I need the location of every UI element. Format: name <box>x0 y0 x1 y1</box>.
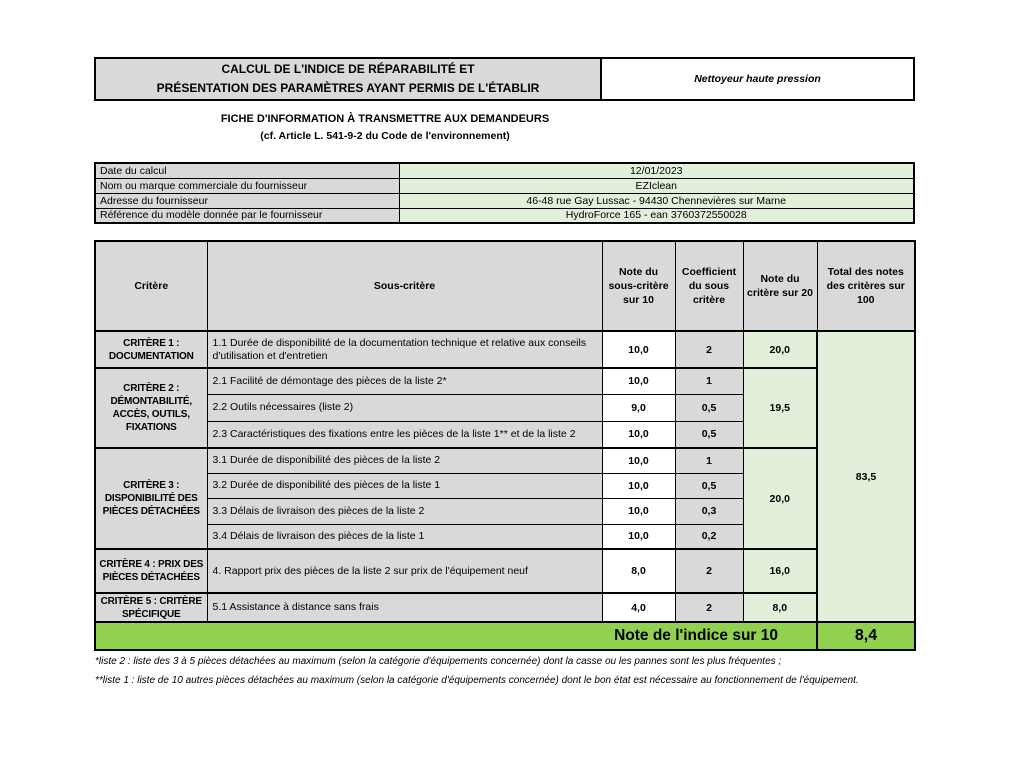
subcriterion-score: 9,0 <box>601 393 676 422</box>
info-value: EZIclean <box>398 177 915 194</box>
subcriterion-label: 3.2 Durée de disponibilité des pièces de… <box>206 472 603 499</box>
header-total: Total des notes des critères sur 100 <box>816 240 916 332</box>
subcriterion-coefficient: 0,5 <box>674 472 744 499</box>
subcriterion-score: 10,0 <box>601 523 676 550</box>
total-score: 83,5 <box>816 330 916 623</box>
product-category: Nettoyeur haute pression <box>602 59 913 99</box>
subcriterion-score: 10,0 <box>601 447 676 474</box>
subcriterion-coefficient: 2 <box>674 548 744 594</box>
header-note-critere: Note du critère sur 20 <box>742 240 818 332</box>
info-label: Adresse du fournisseur <box>94 192 400 209</box>
subcriterion-coefficient: 0,3 <box>674 497 744 525</box>
table-row: CRITÈRE 1 : DOCUMENTATION 1.1 Durée de d… <box>94 330 916 623</box>
table-row: CRITÈRE 2 : DÉMONTABILITÉ, ACCÈS, OUTILS… <box>94 367 915 449</box>
subcriterion-score: 10,0 <box>601 497 676 525</box>
subcriterion-label: 2.2 Outils nécessaires (liste 2) <box>206 393 603 422</box>
subtitle: FICHE D'INFORMATION À TRANSMETTRE AUX DE… <box>95 111 675 145</box>
index-score-value: 8,4 <box>816 621 916 651</box>
criterion-label: CRITÈRE 4 : PRIX DES PIÈCES DÉTACHÉES <box>94 548 208 594</box>
index-score-row: Note de l'indice sur 10 8,4 <box>94 621 916 651</box>
table-row: CRITÈRE 3 : DISPONIBILITÉ DES PIÈCES DÉT… <box>94 447 915 550</box>
subcriterion-label: 2.3 Caractéristiques des fixations entre… <box>206 420 603 449</box>
subcriterion-label: 2.1 Facilité de démontage des pièces de … <box>206 367 603 395</box>
index-score-label: Note de l'indice sur 10 <box>94 621 818 651</box>
score-table-header-row: Critère Sous-critère Note du sous-critèr… <box>94 240 916 332</box>
subcriterion-label: 3.4 Délais de livraison des pièces de la… <box>206 523 603 550</box>
info-label: Référence du modèle donnée par le fourni… <box>94 207 400 224</box>
score-table: Critère Sous-critère Note du sous-critèr… <box>94 240 916 651</box>
title-block: CALCUL DE L'INDICE DE RÉPARABILITÉ ET PR… <box>94 57 915 101</box>
table-row: 3.4 Délais de livraison des pièces de la… <box>95 523 915 550</box>
info-value: 46-48 rue Gay Lussac - 94430 Chennevière… <box>398 192 915 209</box>
subtitle-line-2: (cf. Article L. 541-9-2 du Code de l'env… <box>260 130 510 142</box>
header-coefficient: Coefficient du sous critère <box>674 240 744 332</box>
info-row: Référence du modèle donnée par le fourni… <box>94 207 915 224</box>
subcriterion-coefficient: 1 <box>674 447 744 474</box>
info-row: Adresse du fournisseur 46-48 rue Gay Lus… <box>94 192 915 209</box>
footnote-liste-1: **liste 1 : liste de 10 autres pièces dé… <box>95 674 859 686</box>
table-row: 3.3 Délais de livraison des pièces de la… <box>95 497 915 525</box>
subcriterion-coefficient: 2 <box>674 592 744 623</box>
header-sous-critere: Sous-critère <box>206 240 603 332</box>
subcriterion-label: 5.1 Assistance à distance sans frais <box>206 592 603 623</box>
info-row: Date du calcul 12/01/2023 <box>94 162 915 179</box>
subcriterion-coefficient: 2 <box>674 330 744 369</box>
info-value: HydroForce 165 - ean 3760372550028 <box>398 207 915 224</box>
criterion-score: 20,0 <box>742 330 818 369</box>
info-row: Nom ou marque commerciale du fournisseur… <box>94 177 915 194</box>
subcriterion-label: 3.3 Délais de livraison des pièces de la… <box>206 497 603 525</box>
criterion-score: 16,0 <box>742 548 818 594</box>
header-note-sous-critere: Note du sous-critère sur 10 <box>601 240 676 332</box>
title-line-2: PRÉSENTATION DES PARAMÈTRES AYANT PERMIS… <box>156 81 540 95</box>
subtitle-line-1: FICHE D'INFORMATION À TRANSMETTRE AUX DE… <box>220 113 550 125</box>
subcriterion-score: 4,0 <box>601 592 676 623</box>
info-label: Nom ou marque commerciale du fournisseur <box>94 177 400 194</box>
title-line-1: CALCUL DE L'INDICE DE RÉPARABILITÉ ET <box>221 62 475 76</box>
subcriterion-coefficient: 0,5 <box>674 393 744 422</box>
criterion-score: 19,5 <box>742 367 818 449</box>
info-label: Date du calcul <box>94 162 400 179</box>
supplier-info-table: Date du calcul 12/01/2023 Nom ou marque … <box>94 162 915 224</box>
subcriterion-label: 4. Rapport prix des pièces de la liste 2… <box>206 548 603 594</box>
footnotes: *liste 2 : liste des 3 à 5 pièces détach… <box>95 653 919 690</box>
table-row: 2.2 Outils nécessaires (liste 2) 9,0 0,5 <box>95 393 915 422</box>
table-row: 3.2 Durée de disponibilité des pièces de… <box>95 472 915 499</box>
subcriterion-coefficient: 1 <box>674 367 744 395</box>
subcriterion-score: 8,0 <box>601 548 676 594</box>
subcriterion-score: 10,0 <box>601 472 676 499</box>
subcriterion-label: 3.1 Durée de disponibilité des pièces de… <box>206 447 603 474</box>
subcriterion-score: 10,0 <box>601 367 676 395</box>
subcriterion-score: 10,0 <box>601 330 676 369</box>
criterion-score: 20,0 <box>742 447 818 550</box>
criterion-label: CRITÈRE 5 : CRITÈRE SPÉCIFIQUE <box>94 592 208 623</box>
document-title: CALCUL DE L'INDICE DE RÉPARABILITÉ ET PR… <box>96 59 602 99</box>
subcriterion-coefficient: 0,5 <box>674 420 744 449</box>
table-row: 2.3 Caractéristiques des fixations entre… <box>95 420 915 449</box>
header-critere: Critère <box>94 240 208 332</box>
subcriterion-coefficient: 0,2 <box>674 523 744 550</box>
criterion-label: CRITÈRE 2 : DÉMONTABILITÉ, ACCÈS, OUTILS… <box>94 367 208 449</box>
subcriterion-score: 10,0 <box>601 420 676 449</box>
table-row: CRITÈRE 4 : PRIX DES PIÈCES DÉTACHÉES 4.… <box>94 548 915 594</box>
criterion-score: 8,0 <box>742 592 818 623</box>
criterion-label: CRITÈRE 3 : DISPONIBILITÉ DES PIÈCES DÉT… <box>94 447 208 550</box>
subcriterion-label: 1.1 Durée de disponibilité de la documen… <box>206 330 603 369</box>
footnote-liste-2: *liste 2 : liste des 3 à 5 pièces détach… <box>95 656 782 667</box>
criterion-label: CRITÈRE 1 : DOCUMENTATION <box>94 330 208 369</box>
info-value: 12/01/2023 <box>398 162 915 179</box>
table-row: CRITÈRE 5 : CRITÈRE SPÉCIFIQUE 5.1 Assis… <box>94 592 915 623</box>
